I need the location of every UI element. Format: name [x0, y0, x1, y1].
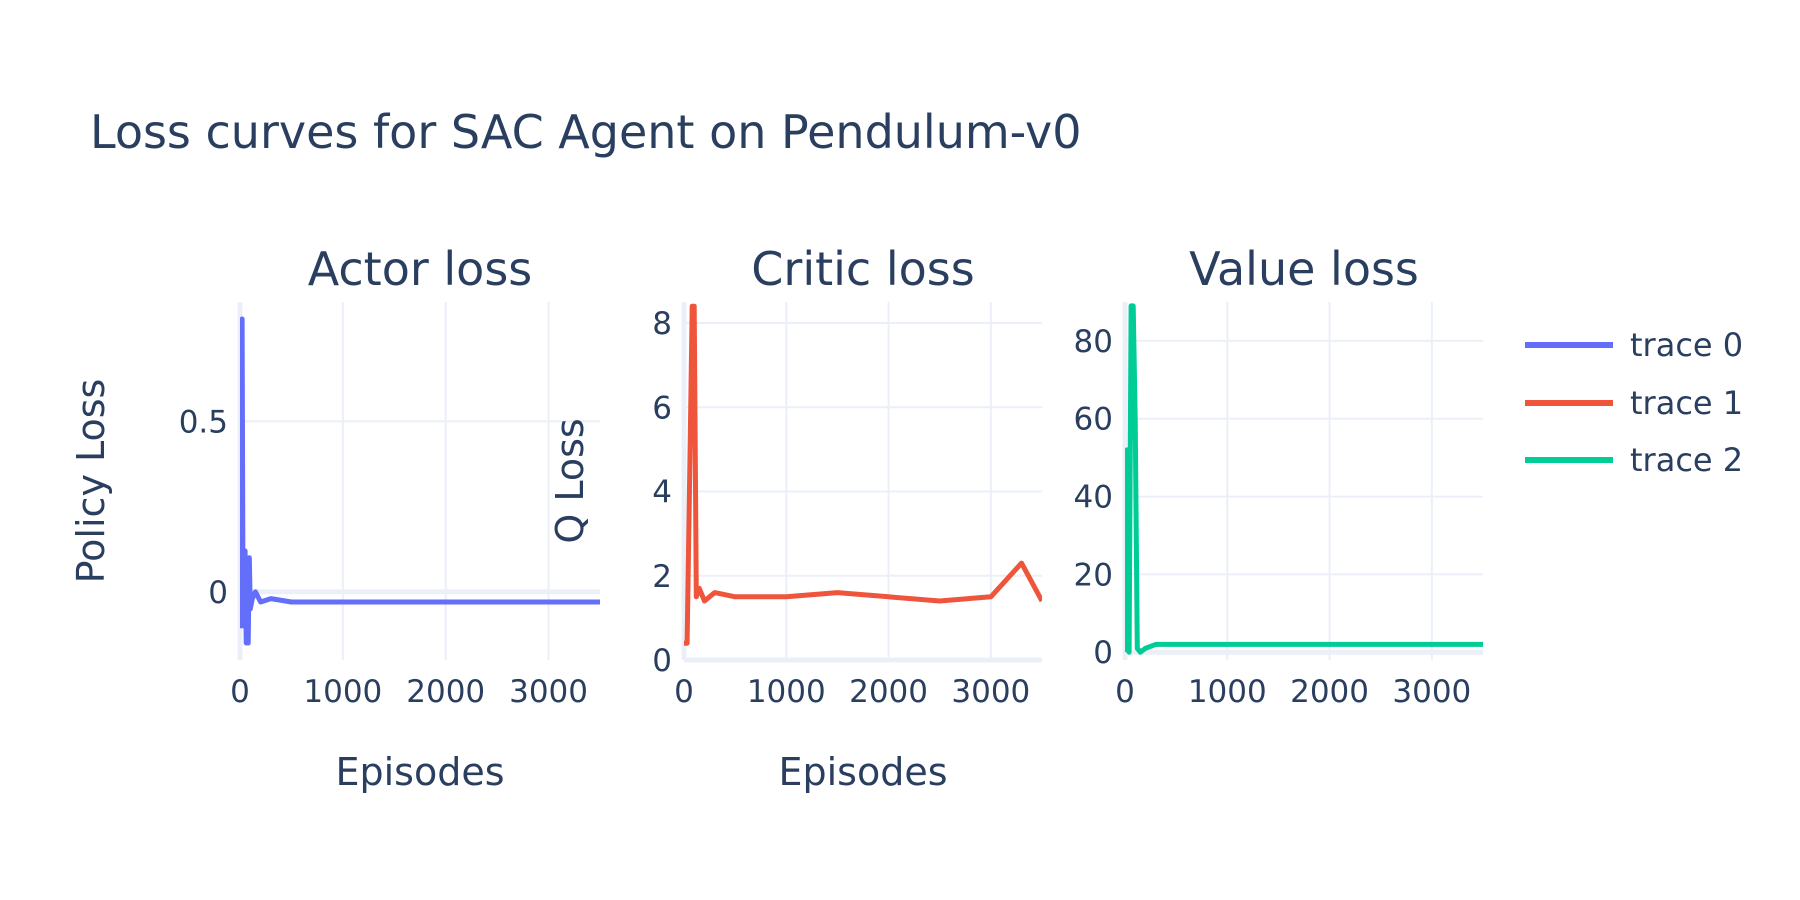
x-tick-label: 3000 [1392, 674, 1471, 710]
legend-label-trace-2: trace 2 [1630, 441, 1743, 479]
y-tick-label: 80 [1074, 324, 1113, 360]
series-line-trace-0 [240, 316, 600, 646]
legend-label-trace-0: trace 0 [1630, 326, 1743, 364]
x-tick-label: 1000 [303, 674, 382, 710]
y-tick-label: 60 [1074, 402, 1113, 438]
x-tick-label: 0 [230, 674, 250, 710]
legend-item-trace-1[interactable]: trace 1 [1525, 384, 1743, 422]
x-tick-label: 3000 [509, 674, 588, 710]
series-line-trace-2 [1125, 303, 1483, 655]
x-tick-label: 2000 [406, 674, 485, 710]
y-tick-label: 2 [652, 559, 672, 595]
legend: trace 0 trace 1 trace 2 [1525, 326, 1743, 479]
y-tick-label: 0 [208, 575, 228, 611]
y-tick-label: 0 [1093, 635, 1113, 671]
y-tick-label: 8 [652, 306, 672, 342]
subplot-2: 0 1000 2000 3000 0 2 4 6 8 Critic loss Episodes Q L… [548, 242, 1042, 794]
x-axis-title: Episodes [335, 750, 504, 794]
legend-item-trace-2[interactable]: trace 2 [1525, 441, 1743, 479]
chart-title: Loss curves for SAC Agent on Pendulum-v0 [90, 105, 1082, 159]
x-tick-label: 2000 [1290, 674, 1369, 710]
y-tick-label: 0.5 [179, 404, 228, 440]
x-tick-label: 3000 [951, 674, 1030, 710]
x-axis-title: Episodes [778, 750, 947, 794]
legend-label-trace-1: trace 1 [1630, 384, 1743, 422]
subplot-title: Critic loss [751, 242, 974, 296]
x-tick-label: 1000 [1188, 674, 1267, 710]
legend-item-trace-0[interactable]: trace 0 [1525, 326, 1743, 364]
x-tick-label: 0 [1115, 674, 1135, 710]
subplot-1: 0 1000 2000 3000 0 0.5 Actor loss Episodes Polic… [69, 242, 600, 794]
y-tick-label: 40 [1074, 480, 1113, 516]
y-axis-title: Q Loss [548, 418, 592, 543]
x-tick-label: 1000 [747, 674, 826, 710]
x-tick-label: 2000 [849, 674, 928, 710]
y-tick-label: 20 [1074, 557, 1113, 593]
y-tick-label: 0 [652, 643, 672, 679]
subplot-title: Actor loss [308, 242, 533, 296]
subplot-3: 0 1000 2000 3000 0 20 40 60 80 Value loss [1074, 242, 1483, 710]
y-tick-label: 6 [652, 390, 672, 426]
y-tick-label: 4 [652, 475, 672, 511]
y-axis-title: Policy Loss [69, 379, 113, 584]
x-tick-label: 0 [674, 674, 694, 710]
series-line-trace-1 [684, 303, 1042, 646]
subplot-title: Value loss [1189, 242, 1419, 296]
